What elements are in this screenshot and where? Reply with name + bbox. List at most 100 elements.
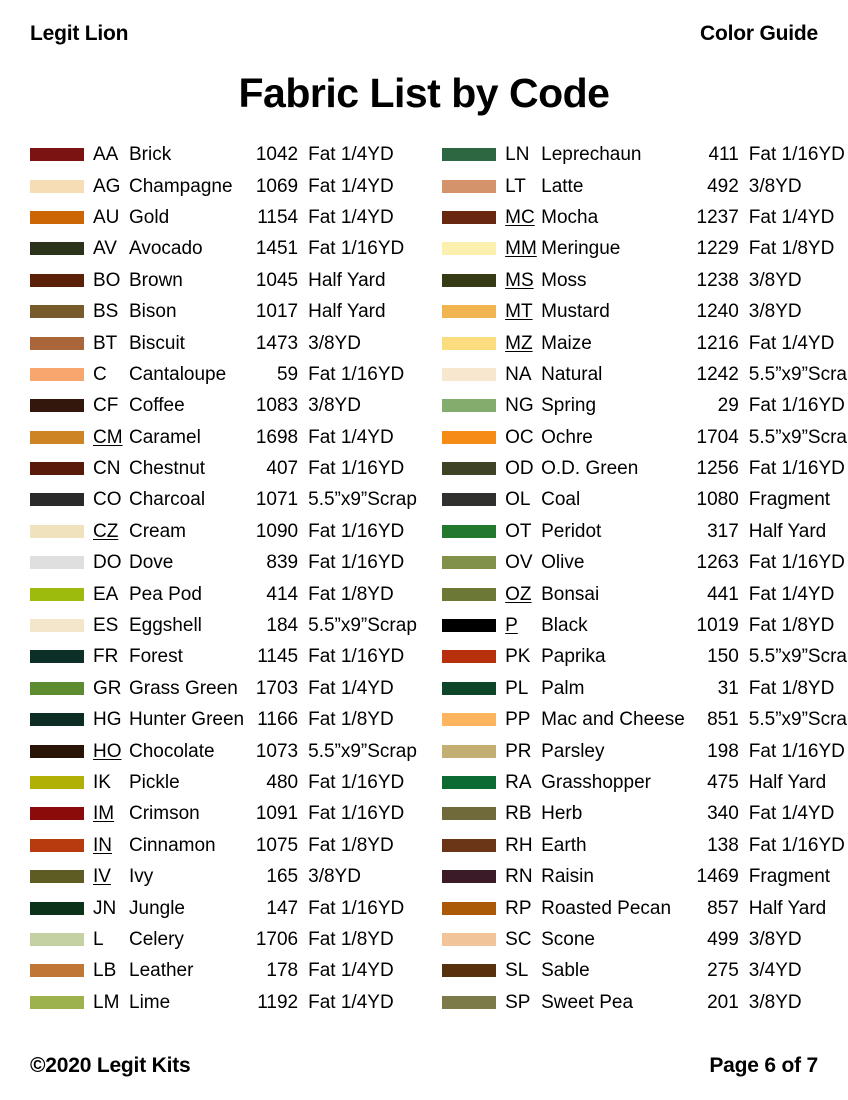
fabric-cut-size: 3/8YD	[748, 175, 802, 197]
color-swatch	[442, 619, 497, 633]
fabric-sku: 1473	[255, 332, 299, 354]
fabric-sku: 1069	[255, 175, 299, 197]
fabric-name: Spring	[541, 395, 597, 417]
fabric-name: Peridot	[541, 520, 602, 542]
fabric-cut-size: Fat 1/4YD	[308, 991, 394, 1013]
fabric-row: EA Pea Pod 414 Fat 1/8YD	[30, 578, 436, 609]
fabric-row: OZ Bonsai 441 Fat 1/4YD	[442, 578, 848, 609]
color-swatch	[30, 367, 84, 381]
fabric-cut-size: Fat 1/16YD	[748, 740, 845, 762]
fabric-cut-size: Fat 1/8YD	[308, 583, 394, 605]
fabric-code: SP	[505, 991, 531, 1013]
fabric-code: AU	[93, 206, 120, 228]
fabric-row: AA Brick 1042 Fat 1/4YD	[30, 139, 436, 170]
fabric-sku: 1075	[255, 834, 299, 856]
fabric-sku: 499	[707, 928, 739, 950]
color-swatch	[442, 493, 497, 507]
fabric-name: Ivy	[129, 866, 154, 888]
fabric-cut-size: 3/4YD	[748, 960, 802, 982]
color-swatch	[30, 650, 84, 664]
fabric-sku: 441	[707, 583, 739, 605]
fabric-code: SL	[505, 960, 529, 982]
fabric-cut-size: Fat 1/8YD	[308, 709, 394, 731]
fabric-name: Grasshopper	[541, 772, 651, 793]
fabric-sku: 1192	[257, 991, 299, 1013]
fabric-column-right: LN Leprechaun 411 Fat 1/16YD LT Latte 492 3/8YD…	[442, 139, 848, 1018]
fabric-code: MM	[505, 238, 537, 260]
color-swatch	[30, 838, 84, 852]
fabric-row: RH Earth 138 Fat 1/16YD	[442, 830, 848, 861]
fabric-row: GR Grass Green 1703 Fat 1/4YD	[30, 673, 436, 704]
fabric-name: Olive	[541, 552, 585, 574]
color-swatch	[30, 713, 84, 727]
fabric-cut-size: Half Yard	[748, 897, 827, 919]
fabric-code: LT	[505, 175, 526, 197]
fabric-code: OV	[505, 552, 533, 574]
fabric-sku: 1071	[255, 489, 299, 511]
color-swatch	[442, 273, 497, 287]
fabric-row: AU Gold 1154 Fat 1/4YD	[30, 202, 436, 233]
fabric-row: RB Herb 340 Fat 1/4YD	[442, 798, 848, 829]
fabric-sku: 1706	[255, 928, 299, 950]
fabric-name: Brick	[129, 144, 172, 166]
color-swatch	[30, 336, 84, 350]
fabric-code: MZ	[505, 332, 533, 354]
color-swatch	[30, 681, 84, 695]
fabric-sku: 31	[717, 677, 739, 699]
fabric-row: OT Peridot 317 Half Yard	[442, 516, 848, 547]
fabric-name: Herb	[541, 803, 583, 825]
fabric-code: P	[505, 615, 518, 637]
fabric-sku: 165	[266, 866, 299, 888]
color-swatch	[442, 776, 497, 789]
fabric-sku: 1091	[255, 803, 299, 825]
color-swatch	[442, 462, 497, 476]
fabric-code: PL	[505, 677, 529, 699]
fabric-cut-size: Half Yard	[308, 301, 386, 323]
fabric-sku: 857	[707, 897, 739, 919]
fabric-cut-size: Fat 1/4YD	[748, 332, 835, 354]
fabric-row: AV Avocado 1451 Fat 1/16YD	[30, 233, 436, 264]
color-swatch	[30, 901, 84, 915]
fabric-code: BO	[93, 269, 121, 291]
fabric-code: OD	[505, 458, 534, 480]
fabric-code: OL	[505, 489, 531, 511]
fabric-row: SL Sable 275 3/4YD	[442, 955, 848, 986]
fabric-sku: 1073	[255, 740, 299, 762]
fabric-sku: 317	[707, 520, 739, 542]
fabric-name: Scone	[541, 928, 595, 950]
fabric-row: PL Palm 31 Fat 1/8YD	[442, 673, 848, 704]
color-swatch	[30, 619, 84, 633]
fabric-name: Coffee	[129, 395, 185, 417]
fabric-name: Mac and Cheese	[541, 709, 685, 731]
fabric-name: Raisin	[541, 866, 594, 888]
fabric-sku: 480	[266, 772, 299, 793]
fabric-row: NA Natural 1242 5.5”x9”Scrap	[442, 359, 848, 390]
fabric-cut-size: Fat 1/8YD	[308, 834, 394, 856]
fabric-name: Bonsai	[541, 583, 600, 605]
fabric-name: Biscuit	[129, 332, 185, 354]
fabric-row: JN Jungle 147 Fat 1/16YD	[30, 892, 436, 923]
fabric-sku: 1042	[255, 144, 299, 166]
color-swatch	[30, 776, 84, 789]
fabric-code: C	[93, 363, 107, 385]
fabric-name: Avocado	[129, 238, 203, 260]
fabric-cut-size: Fat 1/8YD	[308, 928, 394, 950]
color-swatch	[30, 430, 84, 444]
color-swatch	[30, 305, 84, 319]
color-swatch	[30, 587, 84, 601]
fabric-sku: 1703	[255, 677, 299, 699]
fabric-cut-size: Fat 1/4YD	[748, 583, 835, 605]
fabric-code: NG	[505, 395, 534, 417]
fabric-sku: 1698	[255, 426, 299, 448]
color-swatch	[30, 807, 84, 821]
color-swatch	[442, 556, 497, 570]
fabric-sku: 1469	[696, 866, 739, 888]
fabric-code: RH	[505, 834, 533, 856]
fabric-row: P Black 1019 Fat 1/8YD	[442, 610, 848, 641]
fabric-sku: 407	[266, 458, 299, 480]
fabric-code: AG	[93, 175, 121, 197]
fabric-row: SC Scone 499 3/8YD	[442, 924, 848, 955]
fabric-name: Latte	[541, 175, 584, 197]
fabric-name: Ochre	[541, 426, 593, 448]
header-right-title: Color Guide	[700, 22, 818, 45]
